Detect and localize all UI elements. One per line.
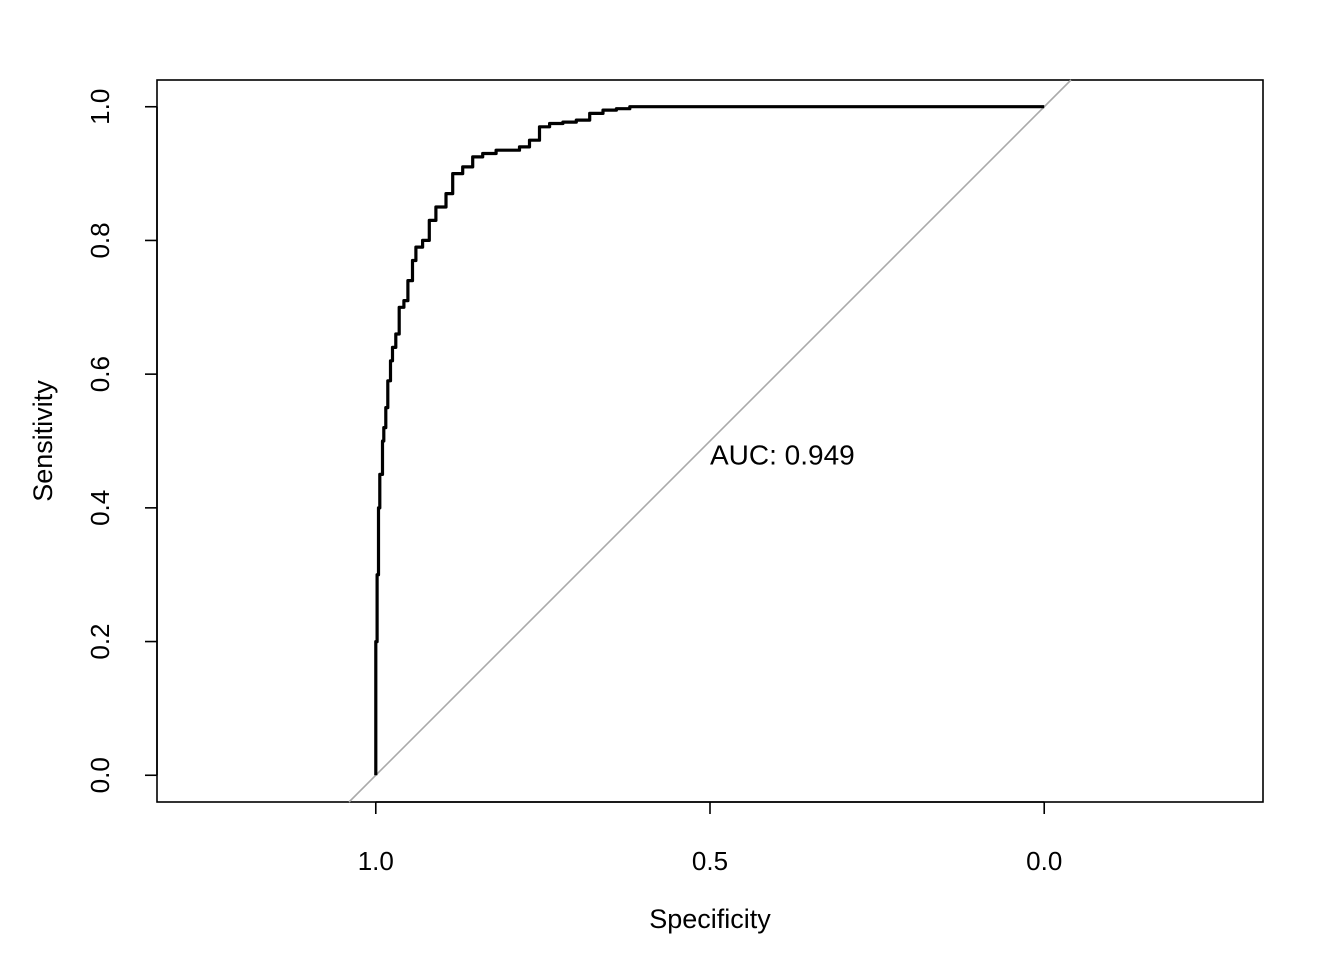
reference-diagonal-line [348,79,1072,803]
y-axis: 0.0 0.2 0.4 0.6 0.8 1.0 [85,89,158,793]
y-tick-label: 0.6 [85,356,115,392]
auc-annotation: AUC: 0.949 [710,439,855,470]
y-tick-label: 0.0 [85,757,115,793]
roc-curve [374,105,1045,776]
y-tick-label: 0.8 [85,222,115,258]
y-tick-label: 1.0 [85,89,115,125]
x-tick-label: 0.5 [692,846,728,876]
y-tick-label: 0.2 [85,623,115,659]
y-axis-title: Sensitivity [28,380,58,502]
x-tick-label: 1.0 [358,846,394,876]
x-axis-title: Specificity [649,904,771,934]
y-tick-label: 0.4 [85,490,115,526]
reference-diagonal-layer [348,79,1072,803]
x-axis: 1.0 0.5 0.0 [358,801,1062,876]
x-tick-label: 0.0 [1026,846,1062,876]
roc-curve-layer [374,105,1045,776]
